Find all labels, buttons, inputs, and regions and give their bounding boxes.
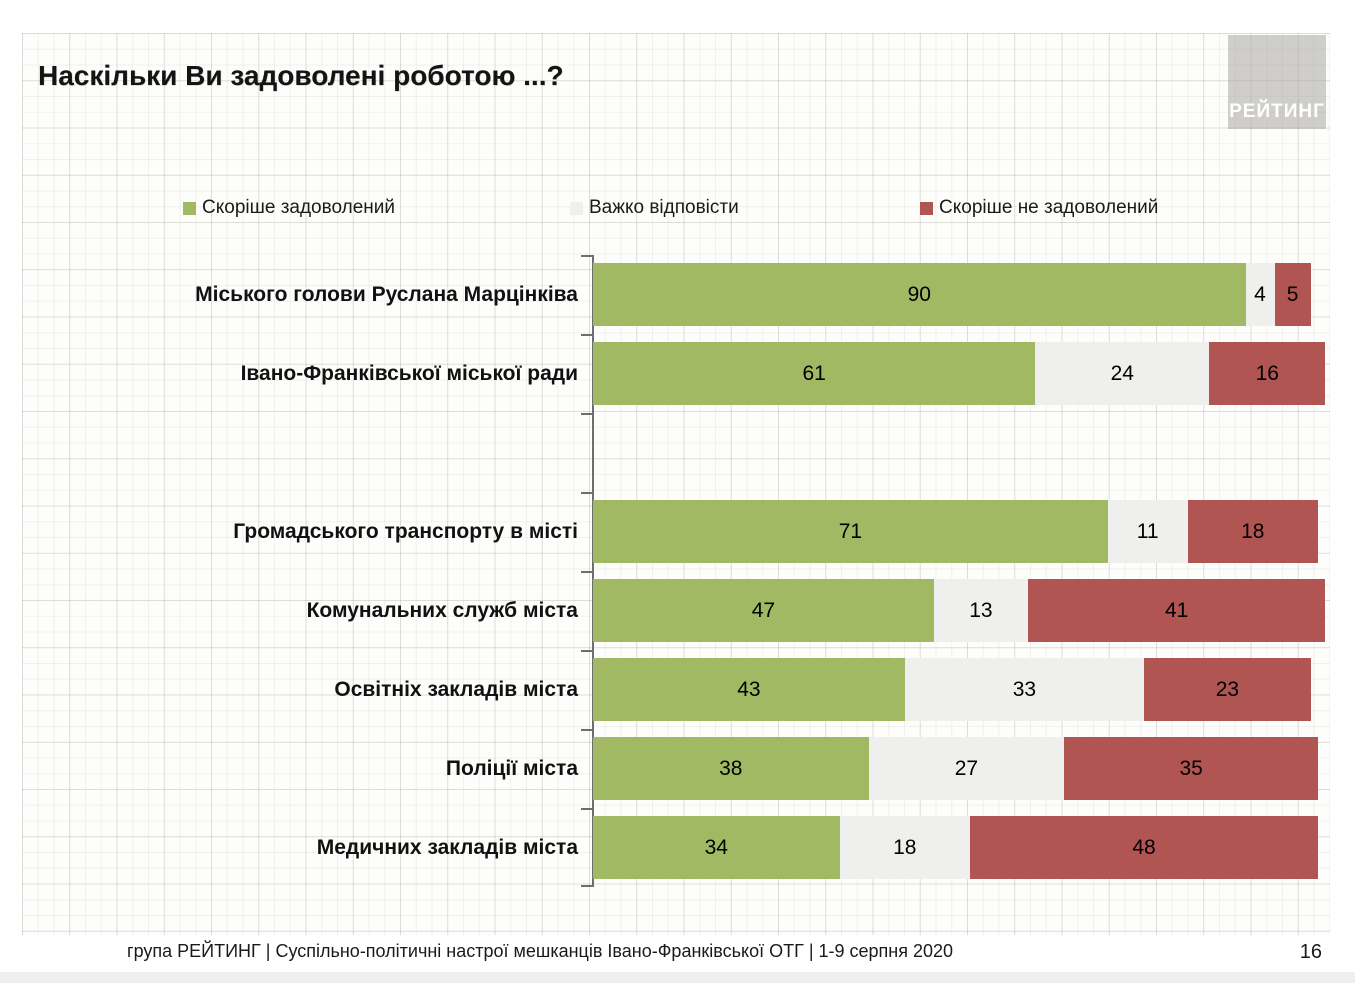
bar-segment-not-satisfied: 5 — [1274, 263, 1311, 326]
chart-row: Івано-Франківської міської ради 61 24 16 — [30, 334, 1330, 413]
stacked-bar: 61 24 16 — [593, 342, 1326, 405]
footer-source-text: група РЕЙТИНГ | Суспільно-політичні наст… — [127, 941, 954, 961]
rating-group-logo: РЕЙТИНГ — [1228, 35, 1326, 129]
chart-row — [30, 413, 1330, 492]
bar-segment-hard-to-answer: 4 — [1245, 263, 1275, 326]
axis-tick — [581, 650, 594, 652]
bar-segment-hard-to-answer: 13 — [933, 579, 1028, 642]
bottom-band — [0, 972, 1355, 983]
bar-segment-satisfied: 38 — [593, 737, 869, 800]
legend-swatch-satisfied — [183, 201, 196, 215]
chart-row: Медичних закладів міста 34 18 48 — [30, 808, 1330, 887]
slide-grid-background — [22, 33, 1330, 935]
category-label: Громадського транспорту в місті — [233, 519, 578, 543]
bar-segment-hard-to-answer: 27 — [868, 737, 1065, 800]
category-label: Комунальних служб міста — [306, 598, 578, 622]
page-number: 16 — [1299, 941, 1322, 963]
bar-segment-not-satisfied: 23 — [1144, 658, 1311, 721]
stacked-bar: 38 27 35 — [593, 737, 1318, 800]
stacked-bar: 47 13 41 — [593, 579, 1326, 642]
category-label: Освітніх закладів міста — [334, 677, 578, 701]
legend-label: Скоріше задоволений — [202, 197, 396, 218]
bar-segment-hard-to-answer: 24 — [1035, 342, 1210, 405]
legend-swatch-hard-to-answer — [570, 201, 583, 215]
axis-tick — [581, 571, 594, 573]
axis-tick — [581, 808, 594, 810]
axis-tick — [581, 413, 594, 415]
legend-item-satisfied: Скоріше задоволений — [183, 197, 395, 219]
bar-segment-satisfied: 90 — [593, 263, 1246, 326]
chart-row: Громадського транспорту в місті 71 11 18 — [30, 492, 1330, 571]
legend-item-hard-to-answer: Важко відповісти — [570, 197, 739, 219]
chart-region: Міського голови Руслана Марцінківа 90 4 5 Ів… — [30, 255, 1330, 887]
chart-row: Поліції міста 38 27 35 — [30, 729, 1330, 808]
category-label: Івано-Франківської міської ради — [240, 361, 578, 385]
axis-tick — [581, 729, 594, 731]
axis-tick — [581, 885, 594, 887]
stacked-bar: 34 18 48 — [593, 816, 1318, 879]
legend-label: Важко відповісти — [589, 197, 739, 218]
stacked-bar: 71 11 18 — [593, 500, 1318, 563]
rating-group-logo-text: РЕЙТИНГ — [1229, 101, 1325, 122]
legend-item-not-satisfied: Скоріше не задоволений — [920, 197, 1158, 219]
bar-segment-hard-to-answer: 11 — [1107, 500, 1188, 563]
chart-row: Освітніх закладів міста 43 33 23 — [30, 650, 1330, 729]
bar-segment-satisfied: 34 — [593, 816, 840, 879]
bar-segment-satisfied: 71 — [593, 500, 1108, 563]
chart-row: Комунальних служб міста 47 13 41 — [30, 571, 1330, 650]
stacked-bar: 43 33 23 — [593, 658, 1318, 721]
bar-segment-not-satisfied: 48 — [970, 816, 1318, 879]
axis-tick — [581, 255, 594, 257]
category-label: Медичних закладів міста — [316, 835, 578, 859]
legend-swatch-not-satisfied — [920, 201, 933, 215]
bar-segment-hard-to-answer: 18 — [839, 816, 970, 879]
stacked-bar — [593, 421, 1318, 484]
bar-segment-hard-to-answer: 33 — [904, 658, 1144, 721]
category-label: Поліції міста — [445, 756, 578, 780]
legend: Скоріше задоволений Важко відповісти Ско… — [0, 197, 1355, 219]
bar-segment-satisfied: 47 — [593, 579, 934, 642]
bar-segment-not-satisfied: 16 — [1209, 342, 1326, 405]
stacked-bar: 90 4 5 — [593, 263, 1318, 326]
axis-tick — [581, 334, 594, 336]
legend-label: Скоріше не задоволений — [939, 197, 1159, 218]
bar-segment-not-satisfied: 35 — [1064, 737, 1318, 800]
chart-title: Наскільки Ви задоволені роботою ...? — [38, 60, 564, 91]
category-label: Міського голови Руслана Марцінківа — [195, 282, 578, 306]
bar-segment-not-satisfied: 18 — [1187, 500, 1318, 563]
bar-segment-not-satisfied: 41 — [1028, 579, 1326, 642]
chart-row: Міського голови Руслана Марцінківа 90 4 5 — [30, 255, 1330, 334]
bar-segment-satisfied: 43 — [593, 658, 905, 721]
axis-tick — [581, 492, 594, 494]
bar-segment-satisfied: 61 — [593, 342, 1036, 405]
